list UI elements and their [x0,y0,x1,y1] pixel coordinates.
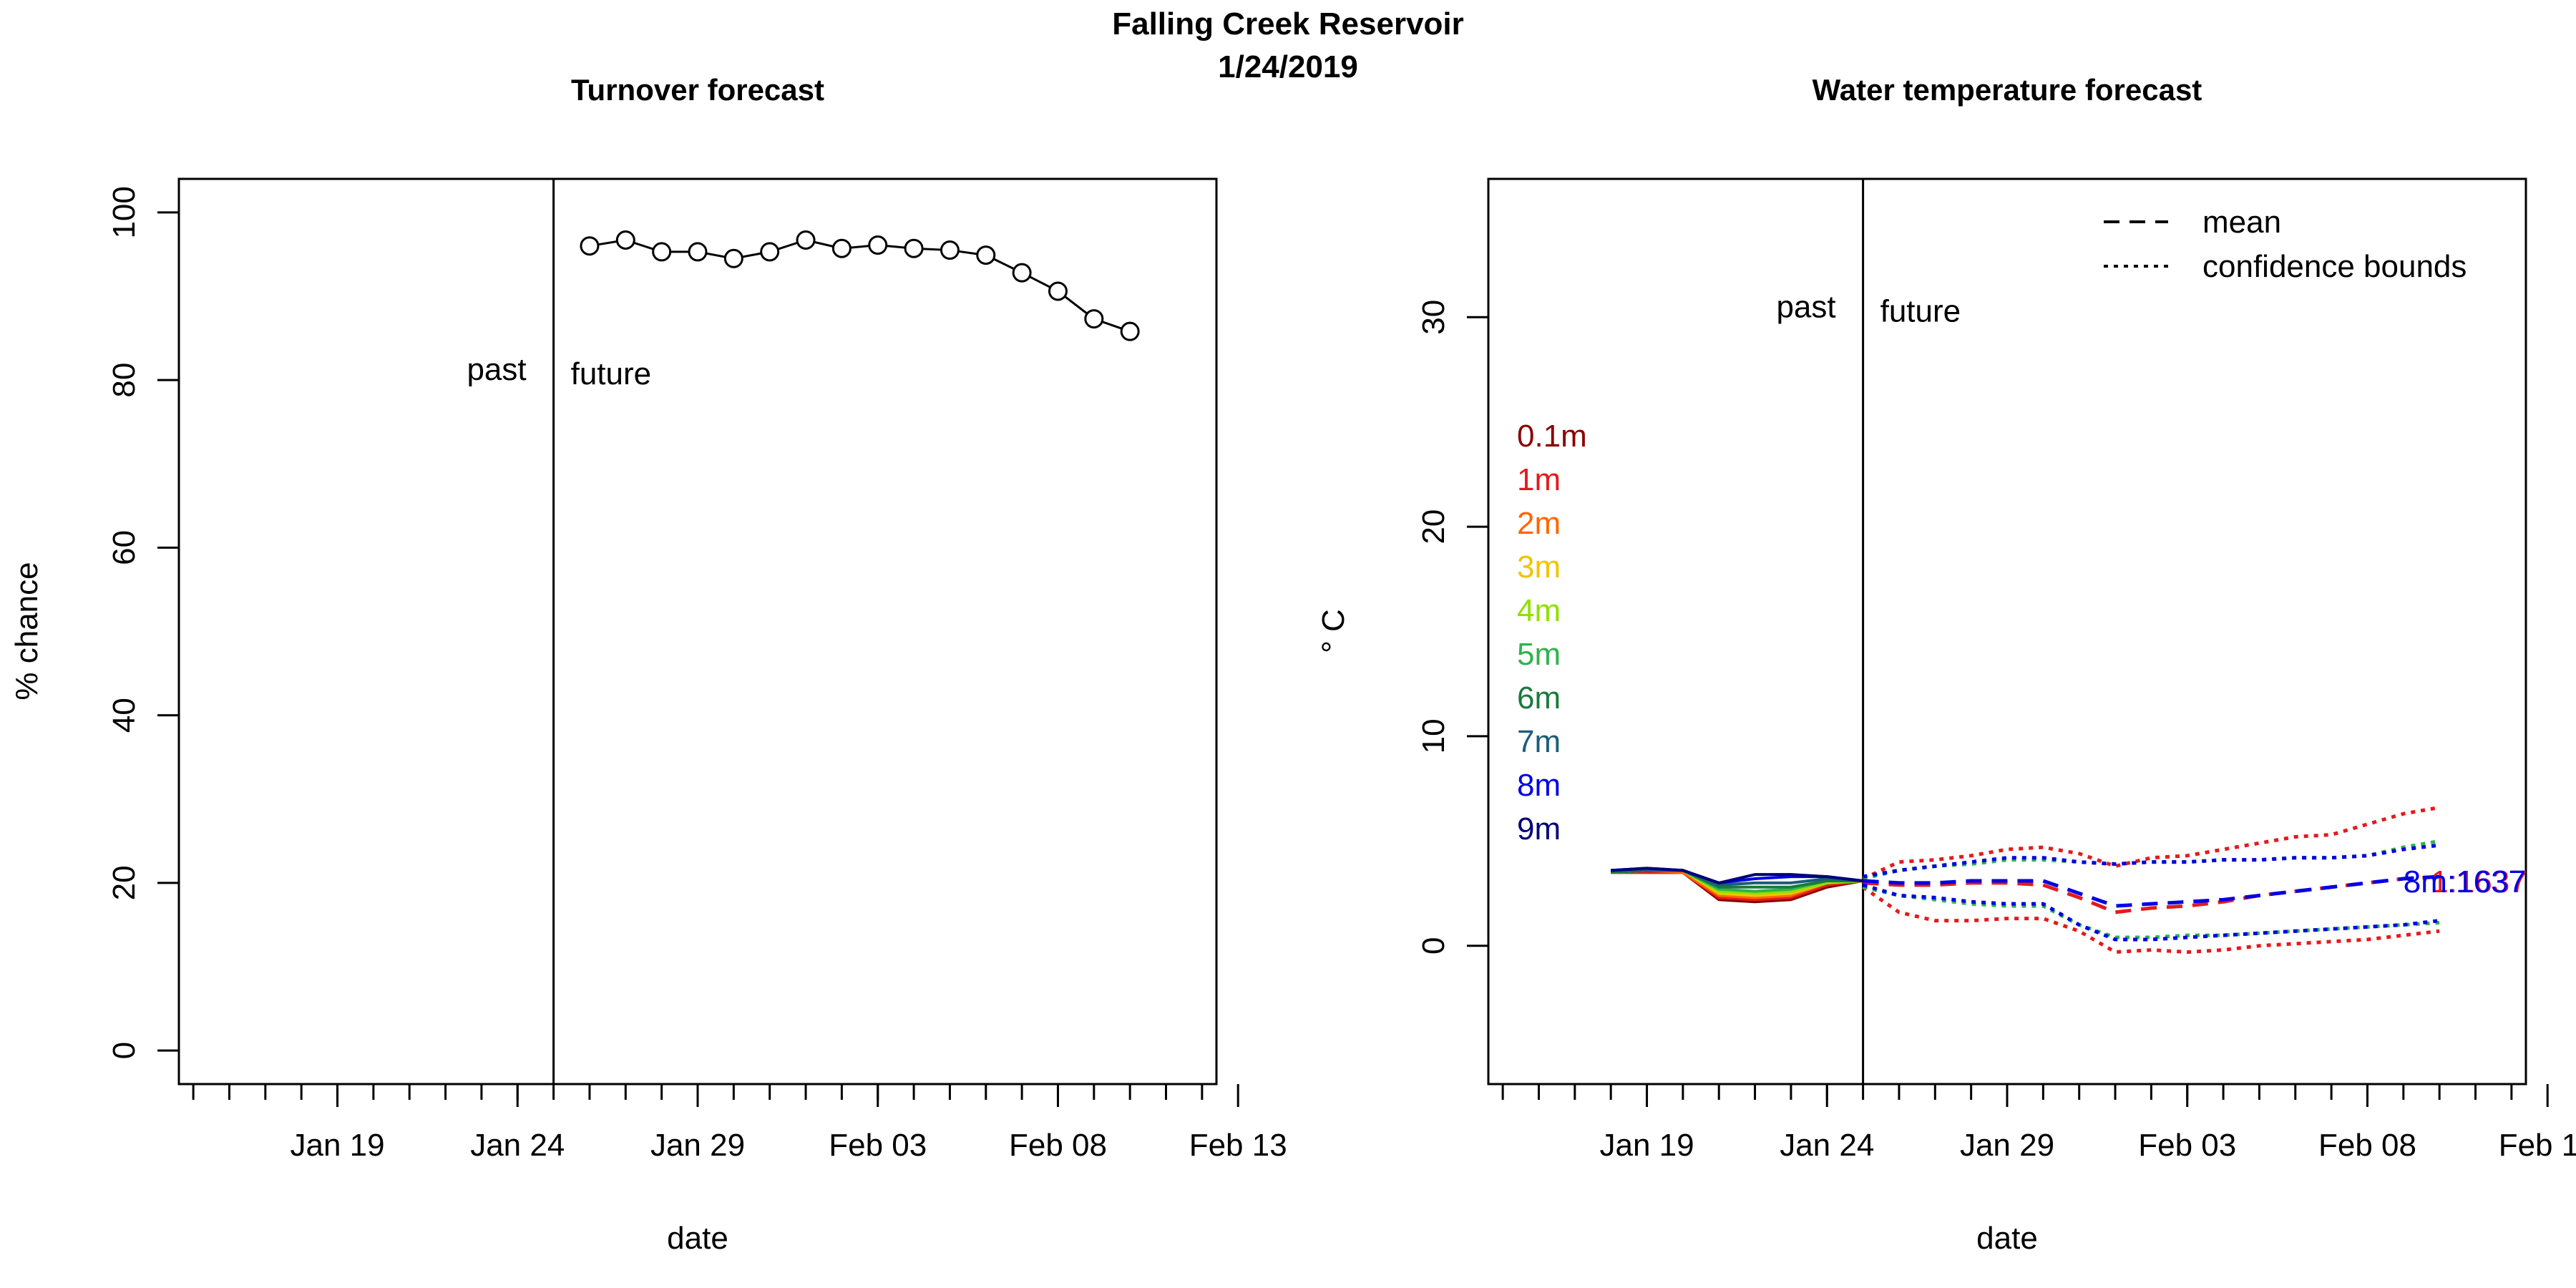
depth-label: 4m [1517,593,1561,628]
temperature-x-tick-label: Jan 24 [1780,1128,1874,1163]
turnover-x-tick-label: Jan 24 [470,1128,565,1163]
figure-subtitle: 1/24/2019 [1218,49,1358,84]
temperature-past-line-1m [1611,871,1863,902]
temperature-x-tick-label: Feb 13 [2499,1128,2576,1163]
turnover-point [976,245,996,265]
turnover-y-tick-label: 100 [107,186,142,238]
temperature-y-tick-label: 20 [1416,509,1451,545]
turnover-y-axis-label: % chance [9,562,44,700]
turnover-y-tick-label: 40 [107,698,142,733]
turnover-point [723,248,743,268]
temperature-future-label: future [1880,293,1961,328]
temperature-forecast-line [1863,874,2440,914]
turnover-point [1084,309,1104,329]
temperature-forecast-line [1862,806,2440,881]
turnover-y-tick-label: 20 [107,865,142,900]
turnover-x-tick-label: Feb 13 [1189,1128,1287,1163]
temperature-end-label: 1:1637 [2431,864,2527,899]
temperature-x-tick-label: Jan 29 [1960,1128,2054,1163]
turnover-point [831,238,852,258]
temperature-y-tick-label: 0 [1416,937,1451,954]
turnover-series-line [589,238,1131,333]
temperature-y-axis-label: ° C [1316,609,1351,653]
legend-bounds-label: confidence bounds [2202,249,2467,284]
turnover-x-tick-label: Jan 19 [290,1128,384,1163]
turnover-y-tick-label: 0 [107,1042,142,1059]
turnover-x-tick-label: Feb 03 [829,1128,927,1163]
turnover-title: Turnover forecast [571,73,824,107]
turnover-point [615,230,635,250]
turnover-point [1012,263,1032,283]
depth-label: 6m [1517,680,1561,716]
temperature-forecast-line [1863,839,2440,881]
temperature-x-tick-label: Jan 19 [1599,1128,1694,1163]
turnover-plot-frame [177,177,1218,1085]
temperature-x-axis-label: date [1976,1221,2038,1256]
turnover-point [796,230,816,250]
depth-label: 1m [1517,462,1561,497]
temperature-x-tick-label: Feb 03 [2138,1128,2236,1163]
temperature-plot-frame [1487,177,2527,1085]
depth-label: 3m [1517,550,1561,585]
temperature-forecast-line [1863,843,2440,879]
turnover-x-tick-label: Feb 08 [1009,1128,1107,1163]
temperature-legend: mean confidence bounds [2104,205,2467,284]
depth-label: 2m [1517,506,1561,541]
legend-mean-label: mean [2202,205,2281,240]
temperature-y-tick-label: 10 [1416,718,1451,753]
temperature-x-tick-label: Feb 08 [2318,1128,2416,1163]
temperature-forecast-line [1862,885,2440,955]
temperature-past-line-9m [1611,867,1863,884]
depth-label: 5m [1517,637,1561,672]
turnover-future-label: future [571,356,652,391]
temperature-title: Water temperature forecast [1813,73,2202,107]
turnover-forecast-panel: Turnover forecast 0 20 40 60 80 100 Jan 19 Jan… [9,73,1287,1256]
water-temperature-panel: Water temperature forecast 0 10 20 30 Jan 1… [1316,73,2576,1256]
turnover-point [1120,321,1140,341]
depth-label: 9m [1517,811,1561,847]
temperature-past-label: past [1776,289,1835,324]
turnover-point [652,242,672,262]
turnover-point [940,240,960,260]
temperature-forecast-line [1863,874,2440,908]
turnover-point [760,242,780,262]
figure-title: Falling Creek Reservoir [1112,6,1464,42]
temperature-past-line-7m [1611,869,1863,887]
temperature-forecast-line [1863,885,2440,940]
depth-labels: 0.1m 1m 2m 3m 4m 5m 6m 7m 8m 9m [1517,419,1587,847]
turnover-y-tick-label: 60 [107,530,142,565]
depth-label: 7m [1517,724,1561,759]
turnover-x-tick-label: Jan 29 [650,1128,745,1163]
depth-label: 0.1m [1517,419,1587,454]
turnover-point [1048,281,1068,301]
temperature-end-label: 8m:1637 [2404,864,2526,899]
turnover-past-label: past [467,352,526,387]
depth-label: 8m [1517,768,1561,803]
turnover-point [688,242,708,262]
temperature-forecast-line [1862,883,2440,942]
turnover-x-axis-label: date [667,1221,728,1256]
turnover-point [904,238,924,258]
temperature-y-tick-label: 30 [1416,300,1451,335]
turnover-point [580,236,600,256]
turnover-point [868,235,888,255]
turnover-y-tick-label: 80 [107,363,142,398]
